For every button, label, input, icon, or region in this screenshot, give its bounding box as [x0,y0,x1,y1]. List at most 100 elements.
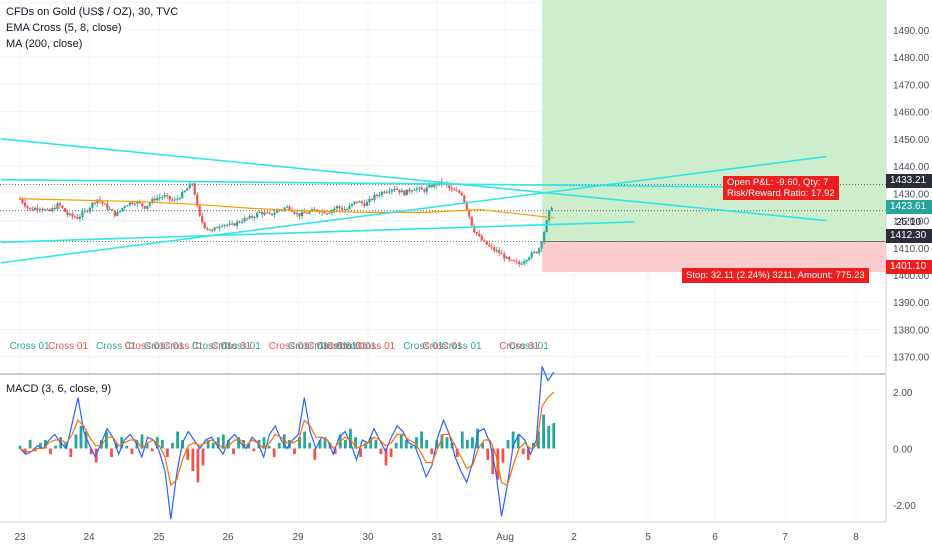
macd-histogram-bar [394,442,398,449]
macd-histogram-bar [221,434,225,449]
candle-body [303,211,306,214]
ema-cross-marker: Cross 01 [336,341,376,352]
candle-body [393,188,396,190]
candle-body [231,223,234,225]
candle-body [128,202,131,206]
macd-histogram-bar [99,440,103,449]
stop-info-text: Stop: 32.11 (2.24%) 3211, Amount: 775.23 [686,270,865,281]
macd-histogram-bar [430,448,434,455]
candle-body [36,207,39,210]
candle-body [460,192,463,196]
candle-body [528,257,531,260]
chart-legend: CFDs on Gold (US$ / OZ), 30, TVC EMA Cro… [6,4,178,52]
macd-histogram-bar [38,442,42,449]
macd-histogram-bar [186,448,190,460]
macd-histogram-bar [384,448,388,466]
candle-body [275,210,279,213]
candle-body [148,202,151,206]
price-tick-label: 1390.00 [893,298,930,309]
macd-histogram-bar [460,431,464,449]
macd-histogram-bar [145,442,149,449]
candle-body [111,209,114,211]
candle-body [395,188,398,190]
macd-histogram-bar [74,434,78,449]
candle-body [345,209,349,211]
candle-body [83,210,86,212]
macd-histogram-bar [49,448,52,455]
candle-body [500,253,503,255]
macd-histogram-bar [150,448,154,452]
time-tick-label: 7 [782,532,788,543]
macd-histogram-bar [206,440,210,449]
macd-histogram-bar [201,448,205,466]
macd-histogram-bar [242,440,246,449]
candle-body [403,190,406,196]
time-tick-label: 26 [222,532,234,543]
candles-group [18,178,553,267]
macd-histogram-bar [471,437,474,449]
candle-body [473,225,476,233]
macd-histogram-bar [237,437,240,449]
price-tick-label: 1420.00 [893,217,930,228]
candle-body [126,205,129,207]
candle-body [510,259,513,261]
candle-body [523,261,526,264]
symbol-title[interactable]: CFDs on Gold (US$ / OZ), 30, TVC [6,6,179,18]
candle-body [438,181,441,186]
candle-body [46,209,49,211]
candle-body [108,209,111,211]
time-tick-label: 2 [571,532,577,543]
candle-body [505,256,508,259]
macd-histogram-bar [552,423,556,449]
candle-body [400,190,403,193]
candle-body [78,216,82,219]
candle-body [350,203,354,206]
candle-body [76,217,79,219]
candle-body [68,213,72,215]
candle-body [171,199,174,201]
ma-label[interactable]: MA (200, close) [6,38,83,50]
macd-histogram-bar [211,442,215,449]
candle-body [308,211,311,214]
price-tick-label: 1480.00 [893,53,930,64]
candle-body [33,207,37,210]
macd-tick-label: 0.00 [893,445,913,456]
ema-cross-label[interactable]: EMA Cross (5, 8, close) [6,22,122,34]
candle-body [248,216,251,219]
candle-body [300,211,304,217]
price-tick-label: 1490.00 [893,26,930,37]
candle-body [236,221,239,226]
candle-body [203,222,206,229]
candle-body [305,213,309,215]
time-tick-label: Aug [496,532,514,543]
ema-cross-marker: Cross 01 [163,341,203,352]
macd-histogram-bar [354,437,357,449]
candle-body [348,205,351,210]
candle-body [228,223,231,225]
candle-body [216,227,219,229]
ema-cross-marker: Cross 01 [10,341,50,352]
macd-histogram-bar [333,448,337,455]
candle-body [543,232,546,242]
candle-body [468,209,471,217]
candle-body [465,202,468,210]
macd-histogram-bar [343,440,347,449]
candle-body [310,209,314,212]
candle-body [43,209,47,211]
candle-body [181,191,184,199]
macd-histogram-bar [105,431,108,449]
macd-label[interactable]: MACD (3, 6, close, 9) [6,383,112,395]
price-tick-label: 1370.00 [893,353,930,364]
macd-histogram-bar [293,448,296,455]
ema-cross-marker: Cross 01 [403,341,443,352]
candle-body [488,244,491,247]
candle-body [118,210,121,213]
candle-body [503,253,506,259]
candle-body [508,256,511,260]
candle-body [143,206,146,209]
candle-body [498,250,501,254]
stop-price-tag: 1401.10 [886,260,932,274]
candle-body [450,188,453,190]
